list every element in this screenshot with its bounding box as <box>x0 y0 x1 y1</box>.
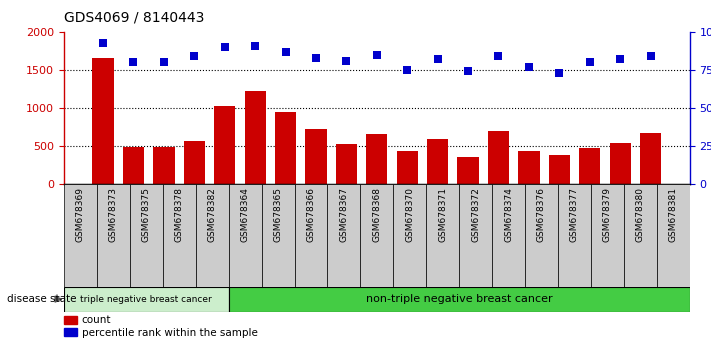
Bar <box>393 184 426 287</box>
Point <box>341 58 352 64</box>
Bar <box>275 112 296 184</box>
Text: percentile rank within the sample: percentile rank within the sample <box>82 328 257 338</box>
Text: count: count <box>82 315 111 325</box>
Text: GSM678366: GSM678366 <box>306 187 316 242</box>
Bar <box>154 147 175 184</box>
Point <box>310 55 321 61</box>
Bar <box>163 184 196 287</box>
Point <box>645 53 656 59</box>
Bar <box>624 184 657 287</box>
Bar <box>196 184 229 287</box>
Bar <box>183 141 205 184</box>
Text: GSM678368: GSM678368 <box>373 187 381 242</box>
Point <box>554 70 565 76</box>
Bar <box>328 184 360 287</box>
Bar <box>360 184 393 287</box>
Point <box>493 53 504 59</box>
Bar <box>97 184 130 287</box>
Bar <box>92 58 114 184</box>
Point <box>432 56 444 62</box>
Bar <box>457 157 479 184</box>
Bar <box>336 144 357 184</box>
Bar <box>518 152 540 184</box>
Bar <box>558 184 591 287</box>
Text: GSM678373: GSM678373 <box>109 187 118 242</box>
Bar <box>229 184 262 287</box>
Bar <box>262 184 294 287</box>
Point <box>97 40 109 45</box>
Text: GSM678365: GSM678365 <box>274 187 282 242</box>
Bar <box>229 287 690 312</box>
Text: GSM678379: GSM678379 <box>603 187 612 242</box>
Bar <box>305 129 326 184</box>
Bar <box>525 184 558 287</box>
Point <box>402 67 413 73</box>
Bar <box>657 184 690 287</box>
Bar <box>426 184 459 287</box>
Text: GSM678369: GSM678369 <box>76 187 85 242</box>
Bar <box>397 150 418 184</box>
Bar <box>492 184 525 287</box>
Text: GDS4069 / 8140443: GDS4069 / 8140443 <box>64 11 204 25</box>
Bar <box>366 134 387 184</box>
Text: GSM678380: GSM678380 <box>636 187 645 242</box>
Point <box>188 53 200 59</box>
Text: GSM678372: GSM678372 <box>471 187 480 242</box>
Bar <box>579 148 600 184</box>
Text: GSM678375: GSM678375 <box>141 187 151 242</box>
Bar <box>64 328 77 336</box>
Bar <box>64 184 97 287</box>
Text: GSM678378: GSM678378 <box>175 187 183 242</box>
Text: GSM678364: GSM678364 <box>240 187 250 242</box>
Text: GSM678374: GSM678374 <box>504 187 513 242</box>
Text: GSM678381: GSM678381 <box>669 187 678 242</box>
Text: GSM678371: GSM678371 <box>438 187 447 242</box>
Text: GSM678382: GSM678382 <box>208 187 217 242</box>
Bar <box>294 184 328 287</box>
Text: GSM678370: GSM678370 <box>405 187 415 242</box>
Point <box>584 59 595 65</box>
Point <box>371 52 383 57</box>
Bar <box>591 184 624 287</box>
Text: triple negative breast cancer: triple negative breast cancer <box>80 295 212 304</box>
Point <box>614 56 626 62</box>
Point <box>250 43 261 48</box>
Bar <box>459 184 492 287</box>
Text: GSM678376: GSM678376 <box>537 187 546 242</box>
Point <box>523 64 535 70</box>
Point <box>159 59 170 65</box>
Text: non-triple negative breast cancer: non-triple negative breast cancer <box>366 294 552 304</box>
Bar <box>130 184 163 287</box>
Point <box>462 69 474 74</box>
Point <box>219 44 230 50</box>
Bar <box>64 316 77 324</box>
Bar <box>640 133 661 184</box>
Bar <box>549 155 570 184</box>
Bar <box>245 91 266 184</box>
Bar <box>609 143 631 184</box>
Text: GSM678377: GSM678377 <box>570 187 579 242</box>
Bar <box>427 139 449 184</box>
Bar <box>123 147 144 184</box>
Bar <box>214 107 235 184</box>
Point <box>280 49 292 55</box>
Bar <box>488 131 509 184</box>
Text: disease state: disease state <box>7 294 77 304</box>
Bar <box>64 287 229 312</box>
Point <box>128 59 139 65</box>
Text: GSM678367: GSM678367 <box>339 187 348 242</box>
